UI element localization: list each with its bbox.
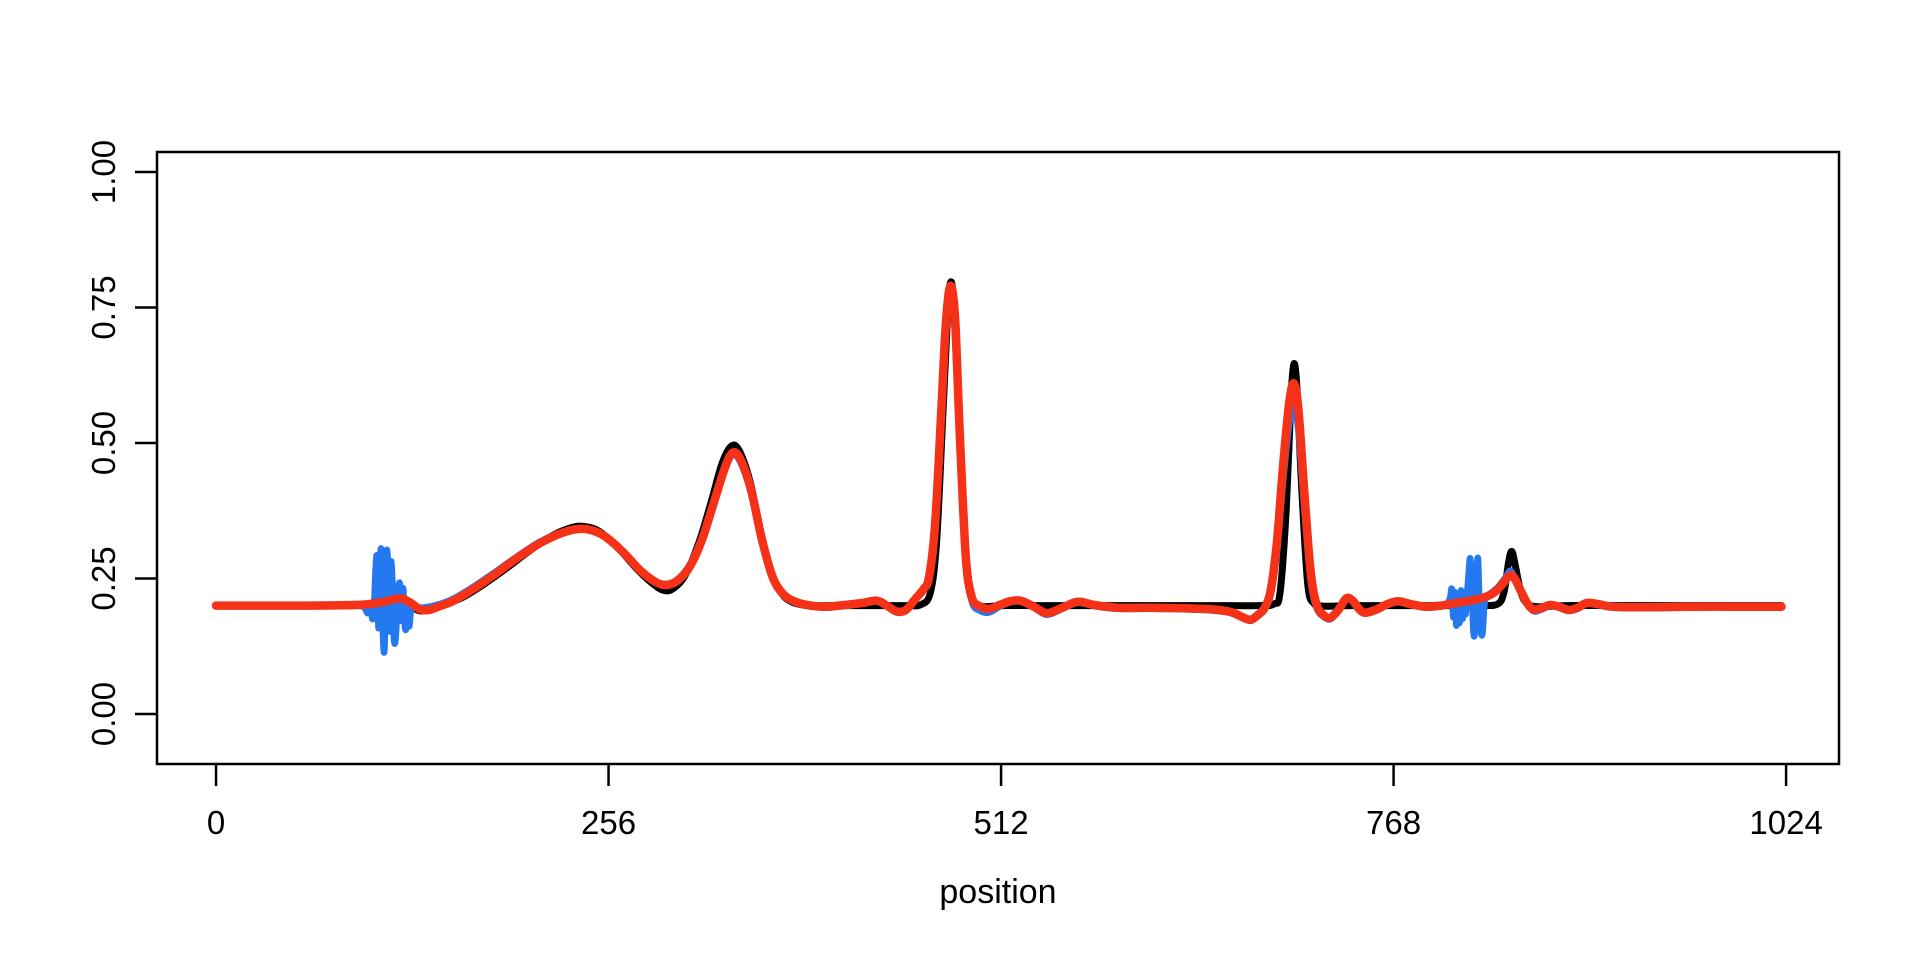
y-tick-label: 0.25 [85,546,122,610]
x-tick-label: 256 [581,804,636,841]
x-tick-label: 1024 [1749,804,1822,841]
x-tick-label: 0 [207,804,225,841]
series-line-red [211,281,1786,625]
plot-box [155,150,1841,766]
series-line-black [212,278,1785,615]
y-tick-label: 0.00 [85,682,122,746]
y-tick-label: 0.50 [85,411,122,475]
x-axis-title: position [939,873,1056,911]
y-tick-label: 0.75 [85,275,122,339]
x-tick-label: 768 [1366,804,1421,841]
x-tick-label: 512 [974,804,1029,841]
y-tick-label: 1.00 [85,140,122,204]
